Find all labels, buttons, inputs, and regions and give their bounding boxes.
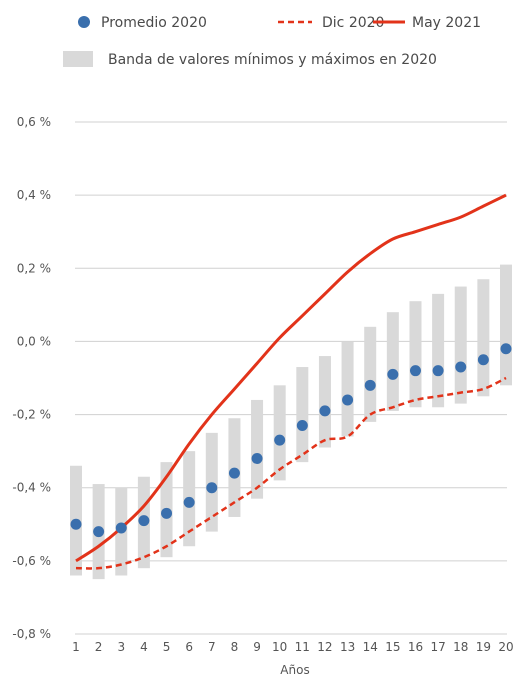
average-dots bbox=[70, 343, 512, 538]
band-bar bbox=[251, 399, 264, 499]
y-tick-label: -0,4 % bbox=[12, 481, 51, 495]
band-bar bbox=[477, 279, 490, 397]
x-tick-label: 3 bbox=[117, 640, 125, 654]
legend-label-band: Banda de valores mínimos y máximos en 20… bbox=[108, 52, 437, 68]
series-line-dic-2020 bbox=[75, 376, 507, 570]
y-tick-label: -0,8 % bbox=[12, 627, 51, 641]
series-line-may-2021 bbox=[75, 193, 507, 563]
y-tick-label: 0,6 % bbox=[17, 115, 51, 129]
data-point-promedio-2020 bbox=[183, 496, 195, 508]
data-point-promedio-2020 bbox=[93, 526, 105, 538]
series-lines bbox=[75, 193, 507, 570]
x-tick-label: 17 bbox=[430, 640, 445, 654]
x-tick-label: 12 bbox=[317, 640, 332, 654]
data-point-promedio-2020 bbox=[319, 405, 331, 417]
x-tick-label: 11 bbox=[295, 640, 310, 654]
legend-label-dic-2020: Dic 2020 bbox=[322, 15, 384, 31]
y-axis: -0,8 % -0,6 % -0,4 % -0,2 % 0,0 % 0,2 % 0,4 % 0… bbox=[12, 115, 51, 641]
min-max-bands bbox=[70, 264, 512, 580]
band-bar bbox=[341, 341, 354, 437]
data-point-promedio-2020 bbox=[228, 467, 240, 479]
data-point-promedio-2020 bbox=[251, 452, 263, 464]
x-axis: 1 2 3 4 5 6 7 8 9 10 11 12 13 14 15 16 17 18 19 20 bbox=[72, 640, 513, 654]
data-point-promedio-2020 bbox=[296, 420, 308, 432]
x-tick-label: 20 bbox=[498, 640, 513, 654]
data-point-promedio-2020 bbox=[206, 482, 218, 494]
band-bar bbox=[296, 367, 309, 463]
data-point-promedio-2020 bbox=[115, 522, 127, 534]
x-axis-label: Años bbox=[280, 663, 309, 677]
x-tick-label: 8 bbox=[231, 640, 239, 654]
data-point-promedio-2020 bbox=[70, 518, 82, 530]
x-tick-label: 2 bbox=[95, 640, 103, 654]
y-tick-label: -0,2 % bbox=[12, 408, 51, 422]
legend-marker-band bbox=[63, 51, 93, 67]
band-bar bbox=[318, 356, 331, 448]
legend-label-promedio-2020: Promedio 2020 bbox=[101, 15, 207, 31]
x-tick-label: 14 bbox=[363, 640, 378, 654]
x-tick-label: 18 bbox=[453, 640, 468, 654]
x-tick-label: 13 bbox=[340, 640, 355, 654]
band-bar bbox=[500, 264, 512, 386]
y-tick-label: -0,6 % bbox=[12, 554, 51, 568]
x-tick-label: 9 bbox=[253, 640, 261, 654]
band-bar bbox=[454, 286, 467, 404]
y-tick-label: 0,2 % bbox=[17, 261, 51, 275]
y-tick-label: 0,0 % bbox=[17, 334, 51, 348]
band-bar bbox=[364, 326, 377, 422]
legend-marker-promedio-2020 bbox=[78, 16, 90, 28]
data-point-promedio-2020 bbox=[432, 365, 444, 377]
data-point-promedio-2020 bbox=[342, 394, 354, 406]
band-bar bbox=[273, 385, 286, 481]
data-point-promedio-2020 bbox=[409, 365, 421, 377]
legend: Promedio 2020 Dic 2020 May 2021 Banda de va… bbox=[63, 15, 481, 68]
data-point-promedio-2020 bbox=[477, 354, 489, 366]
data-point-promedio-2020 bbox=[138, 515, 150, 527]
x-tick-label: 7 bbox=[208, 640, 216, 654]
x-tick-label: 16 bbox=[408, 640, 423, 654]
data-point-promedio-2020 bbox=[161, 507, 173, 519]
x-tick-label: 4 bbox=[140, 640, 148, 654]
band-bar bbox=[409, 301, 422, 408]
x-tick-label: 1 bbox=[72, 640, 80, 654]
x-tick-label: 6 bbox=[185, 640, 193, 654]
data-point-promedio-2020 bbox=[455, 361, 467, 373]
x-tick-label: 15 bbox=[385, 640, 400, 654]
band-bar bbox=[386, 312, 399, 411]
data-point-promedio-2020 bbox=[274, 434, 286, 446]
x-tick-label: 19 bbox=[476, 640, 491, 654]
data-point-promedio-2020 bbox=[364, 379, 376, 391]
data-point-promedio-2020 bbox=[500, 343, 512, 355]
band-bar bbox=[432, 293, 445, 408]
y-tick-label: 0,4 % bbox=[17, 188, 51, 202]
x-tick-label: 10 bbox=[272, 640, 287, 654]
x-tick-label: 5 bbox=[163, 640, 171, 654]
data-point-promedio-2020 bbox=[387, 368, 399, 380]
legend-label-may-2021: May 2021 bbox=[412, 15, 481, 31]
